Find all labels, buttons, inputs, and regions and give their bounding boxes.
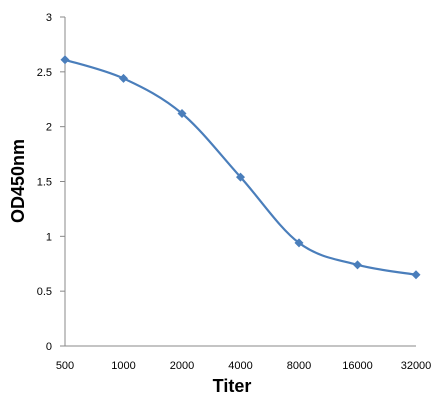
data-point-marker <box>119 73 128 83</box>
x-tick-label: 8000 <box>287 360 311 372</box>
series-layer <box>60 55 421 280</box>
y-tick-label: 0 <box>46 341 52 353</box>
x-tick-label: 500 <box>56 360 74 372</box>
y-tick-label: 0.5 <box>37 286 52 298</box>
data-point-marker <box>177 109 187 119</box>
y-tick-label: 2 <box>46 122 52 134</box>
y-tick-label: 1 <box>46 231 52 243</box>
data-point-marker <box>60 55 70 65</box>
y-tick-label: 1.5 <box>37 177 52 189</box>
x-tick-label: 16000 <box>342 360 373 372</box>
x-ticks: 500 1000 2000 4000 8000 16000 32000 <box>56 360 431 372</box>
data-point-marker <box>411 270 421 280</box>
data-point-marker <box>294 238 304 248</box>
series-line <box>64 58 417 276</box>
x-tick-label: 4000 <box>228 360 252 372</box>
x-tick-label: 2000 <box>170 360 194 372</box>
y-tick-label: 3 <box>46 12 52 24</box>
x-tick-label: 32000 <box>401 360 432 372</box>
y-axis-title: OD450nm <box>8 139 28 223</box>
y-tick-label: 2.5 <box>37 67 52 79</box>
data-point-marker <box>236 172 245 182</box>
data-point-marker <box>353 260 362 270</box>
y-ticks: 0 0.5 1 1.5 2 2.5 3 <box>37 12 65 353</box>
x-tick-label: 1000 <box>111 360 135 372</box>
x-axis-title: Titer <box>213 376 252 396</box>
